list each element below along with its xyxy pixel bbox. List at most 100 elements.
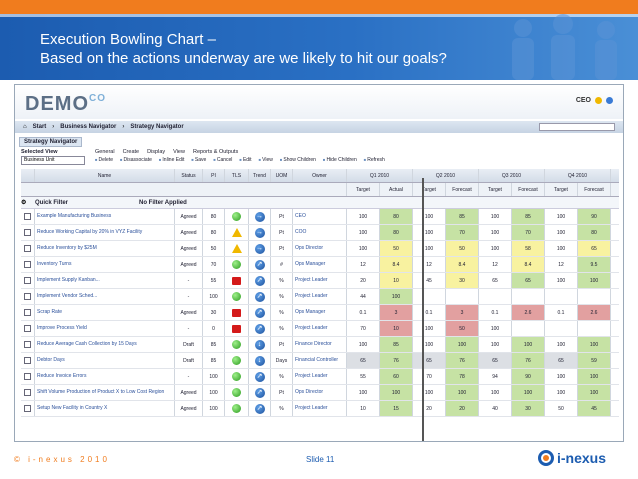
delete-button[interactable]: Delete <box>95 157 113 163</box>
row-checkbox[interactable] <box>21 209 35 224</box>
inline-edit-button[interactable]: Inline Edit <box>159 157 184 163</box>
row-quarter-value: 10 <box>380 273 413 288</box>
row-status: Agreed <box>175 209 203 224</box>
hide-children-button[interactable]: Hide Children <box>323 157 356 163</box>
nav-strategy-navigator[interactable]: Strategy Navigator <box>130 124 184 130</box>
table-row[interactable]: Implement Supply Kanban... -55 ↗% Project L… <box>21 273 619 289</box>
table-row[interactable]: Reduce Working Capital by 20% in VYZ Fac… <box>21 225 619 241</box>
row-quarter-value: 0.1 <box>545 305 578 320</box>
table-row[interactable]: Debtor Days Draft 85 ↓ Days Financial Control… <box>21 353 619 369</box>
header-trend[interactable]: Trend <box>249 169 271 182</box>
checkbox-icon[interactable] <box>24 309 31 316</box>
row-name-link[interactable]: Shift Volume Production of Product X to … <box>35 385 175 400</box>
tab-create[interactable]: Create <box>122 149 140 155</box>
row-name-link[interactable]: Reduce Inventory by $25M <box>35 241 175 256</box>
checkbox-icon[interactable] <box>24 357 31 364</box>
row-name-link[interactable]: Scrap Rate <box>35 305 175 320</box>
tab-general[interactable]: General <box>95 149 115 155</box>
row-name-link[interactable]: Debtor Days <box>35 353 175 368</box>
row-name-link[interactable]: Reduce Average Cash Collection by 15 Day… <box>35 337 175 352</box>
row-name-link[interactable]: Implement Vendor Sched... <box>35 289 175 304</box>
row-checkbox[interactable] <box>21 353 35 368</box>
row-quarter-value: 100 <box>380 385 413 400</box>
row-quarter-value: 50 <box>380 241 413 256</box>
row-checkbox[interactable] <box>21 241 35 256</box>
header-owner[interactable]: Owner <box>293 169 347 182</box>
table-row[interactable]: Reduce Average Cash Collection by 15 Day… <box>21 337 619 353</box>
row-quarter-value: 100 <box>578 385 611 400</box>
checkbox-icon[interactable] <box>24 405 31 412</box>
row-checkbox[interactable] <box>21 273 35 288</box>
tab-reports-outputs[interactable]: Reports & Outputs <box>192 149 239 155</box>
row-tls <box>225 353 249 368</box>
row-quarter-value: 100 <box>512 337 545 352</box>
tab-view[interactable]: View <box>173 149 185 155</box>
row-name-link[interactable]: Setup New Facility in Country X <box>35 401 175 416</box>
row-checkbox[interactable] <box>21 369 35 384</box>
refresh-button[interactable]: Refresh <box>364 157 385 163</box>
header-name[interactable]: Name <box>35 169 175 182</box>
subheader-target: Target <box>545 183 578 196</box>
header-uom[interactable]: UOM <box>271 169 293 182</box>
row-checkbox[interactable] <box>21 385 35 400</box>
row-quarter-value: 100 <box>347 225 380 240</box>
header-status[interactable]: Status <box>175 169 203 182</box>
table-row[interactable]: Scrap Rate Agreed 30 ↗% Ops Manager 0.1 3 0.1 3 0… <box>21 305 619 321</box>
view-button[interactable]: View <box>259 157 273 163</box>
row-checkbox[interactable] <box>21 321 35 336</box>
row-checkbox[interactable] <box>21 305 35 320</box>
checkbox-icon[interactable] <box>24 229 31 236</box>
checkbox-icon[interactable] <box>24 293 31 300</box>
row-checkbox[interactable] <box>21 337 35 352</box>
disassociate-button[interactable]: Disassociate <box>120 157 152 163</box>
table-row[interactable]: Reduce Invoice Errors -100 ↗% Project Leade… <box>21 369 619 385</box>
cancel-button[interactable]: Cancel <box>213 157 233 163</box>
edit-button[interactable]: Edit <box>239 157 252 163</box>
checkbox-icon[interactable] <box>24 277 31 284</box>
table-row[interactable]: Example Manufacturing Business Agreed 80 → P… <box>21 209 619 225</box>
table-row[interactable]: Setup New Facility in Country X Agreed 100… <box>21 401 619 417</box>
help-icon[interactable] <box>606 97 613 104</box>
search-input[interactable] <box>539 123 615 131</box>
quick-filter-row: ⚙ Quick Filter No Filter Applied <box>21 197 619 209</box>
quick-filter-button[interactable]: Quick Filter <box>35 199 69 206</box>
row-quarter-value: 85 <box>446 209 479 224</box>
checkbox-icon[interactable] <box>24 373 31 380</box>
nav-business-navigator[interactable]: Business Navigator <box>60 124 117 130</box>
row-name-link[interactable]: Improve Process Yield <box>35 321 175 336</box>
table-row[interactable]: Shift Volume Production of Product X to … <box>21 385 619 401</box>
row-checkbox[interactable] <box>21 225 35 240</box>
header-pi[interactable]: PI <box>203 169 225 182</box>
row-quarter-value: 85 <box>512 209 545 224</box>
row-name-link[interactable]: Example Manufacturing Business <box>35 209 175 224</box>
table-row[interactable]: Implement Vendor Sched... -100 ↗% Project L… <box>21 289 619 305</box>
save-button[interactable]: Save <box>191 157 206 163</box>
row-name-link[interactable]: Inventory Turns <box>35 257 175 272</box>
checkbox-icon[interactable] <box>24 245 31 252</box>
table-row[interactable]: Inventory Turns Agreed 70 ↗ # Ops Manager 12 8.… <box>21 257 619 273</box>
checkbox-icon[interactable] <box>24 341 31 348</box>
row-checkbox[interactable] <box>21 401 35 416</box>
row-name-link[interactable]: Reduce Invoice Errors <box>35 369 175 384</box>
selected-view-dropdown[interactable]: Business Unit <box>21 156 85 165</box>
tab-display[interactable]: Display <box>147 149 166 155</box>
checkbox-icon[interactable] <box>24 389 31 396</box>
header-tls[interactable]: TLS <box>225 169 249 182</box>
checkbox-icon[interactable] <box>24 261 31 268</box>
checkbox-icon[interactable] <box>24 325 31 332</box>
show-children-button[interactable]: Show Children <box>280 157 316 163</box>
table-row[interactable]: Improve Process Yield -0 ↗% Project Leader 7… <box>21 321 619 337</box>
table-row[interactable]: Reduce Inventory by $25M Agreed 50 → Pt Ops D… <box>21 241 619 257</box>
row-quarter-value: 100 <box>347 209 380 224</box>
nav-home-icon[interactable]: ⌂ <box>23 124 27 130</box>
info-icon[interactable] <box>595 97 602 104</box>
row-checkbox[interactable] <box>21 289 35 304</box>
row-quarter-value: 100 <box>578 273 611 288</box>
row-checkbox[interactable] <box>21 257 35 272</box>
orange-accent-bar <box>0 0 638 14</box>
checkbox-icon[interactable] <box>24 213 31 220</box>
row-name-link[interactable]: Reduce Working Capital by 20% in VYZ Fac… <box>35 225 175 240</box>
nav-start[interactable]: Start <box>32 124 47 130</box>
grid-header-row: Name Status PI TLS Trend UOM Owner Q1 20… <box>21 169 619 183</box>
row-name-link[interactable]: Implement Supply Kanban... <box>35 273 175 288</box>
